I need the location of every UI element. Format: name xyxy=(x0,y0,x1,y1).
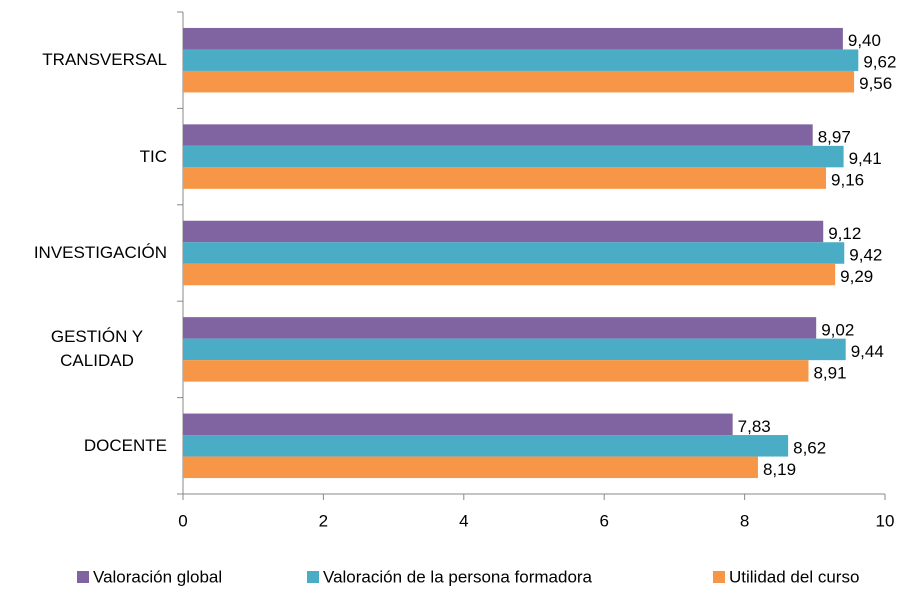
data-label: 9,41 xyxy=(849,149,882,168)
bar xyxy=(183,145,844,168)
data-label: 8,97 xyxy=(818,128,851,147)
data-label: 7,83 xyxy=(738,417,771,436)
data-label: 9,56 xyxy=(859,74,892,93)
bar xyxy=(183,167,827,189)
x-tick-label: 4 xyxy=(459,511,468,530)
bar xyxy=(183,70,855,93)
data-label: 8,91 xyxy=(813,363,846,382)
data-label: 9,62 xyxy=(863,53,896,72)
bar xyxy=(183,124,813,146)
legend-swatch xyxy=(713,571,725,583)
legend-swatch xyxy=(307,571,319,583)
legend-label: Utilidad del curso xyxy=(729,567,859,586)
category-label: GESTIÓN Y CALIDAD xyxy=(50,327,144,371)
bar xyxy=(183,413,733,436)
bar xyxy=(183,263,836,286)
data-label: 9,12 xyxy=(828,224,861,243)
data-label: 8,62 xyxy=(793,438,826,457)
category-label: TRANSVERSAL xyxy=(42,50,167,70)
bar xyxy=(183,456,758,479)
data-label: 9,42 xyxy=(849,245,882,264)
bar xyxy=(183,317,817,339)
bar xyxy=(183,49,859,71)
bar xyxy=(183,338,846,361)
category-label: DOCENTE xyxy=(83,435,167,455)
category-label: INVESTIGACIÓN xyxy=(33,243,167,262)
x-tick-label: 8 xyxy=(740,511,749,530)
bar xyxy=(183,220,824,243)
data-label: 9,40 xyxy=(848,31,881,50)
legend-label: Valoración de la persona formadora xyxy=(323,567,593,586)
bar xyxy=(183,27,843,50)
data-label: 8,19 xyxy=(763,460,796,479)
data-label: 9,29 xyxy=(840,267,873,286)
data-label: 9,44 xyxy=(851,342,884,361)
category-label: TIC xyxy=(139,146,167,166)
bar xyxy=(183,435,789,457)
bar xyxy=(183,360,809,382)
legend-swatch xyxy=(77,571,89,583)
x-tick-label: 6 xyxy=(599,511,608,530)
x-tick-label: 2 xyxy=(319,511,328,530)
x-tick-label: 0 xyxy=(178,511,187,530)
data-label: 9,02 xyxy=(821,320,854,339)
legend-label: Valoración global xyxy=(93,567,222,586)
x-tick-label: 10 xyxy=(876,511,895,530)
bar xyxy=(183,242,845,264)
data-label: 9,16 xyxy=(831,171,864,190)
